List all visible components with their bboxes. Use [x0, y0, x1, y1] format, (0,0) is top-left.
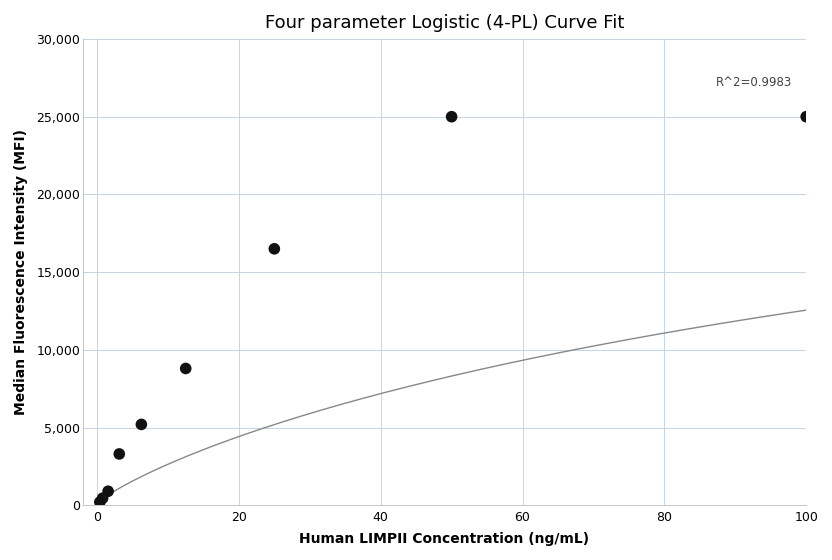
X-axis label: Human LIMPII Concentration (ng/mL): Human LIMPII Concentration (ng/mL)	[300, 532, 590, 546]
Point	[268, 244, 281, 253]
Title: Four parameter Logistic (4-PL) Curve Fit: Four parameter Logistic (4-PL) Curve Fit	[265, 14, 624, 32]
Point	[96, 494, 109, 503]
Point	[102, 487, 115, 496]
Point	[135, 420, 148, 429]
Point	[800, 112, 813, 121]
Point	[179, 364, 192, 373]
Point	[93, 498, 106, 507]
Point	[445, 112, 458, 121]
Y-axis label: Median Fluorescence Intensity (MFI): Median Fluorescence Intensity (MFI)	[14, 129, 28, 415]
Point	[112, 450, 126, 459]
Text: R^2=0.9983: R^2=0.9983	[716, 76, 792, 88]
